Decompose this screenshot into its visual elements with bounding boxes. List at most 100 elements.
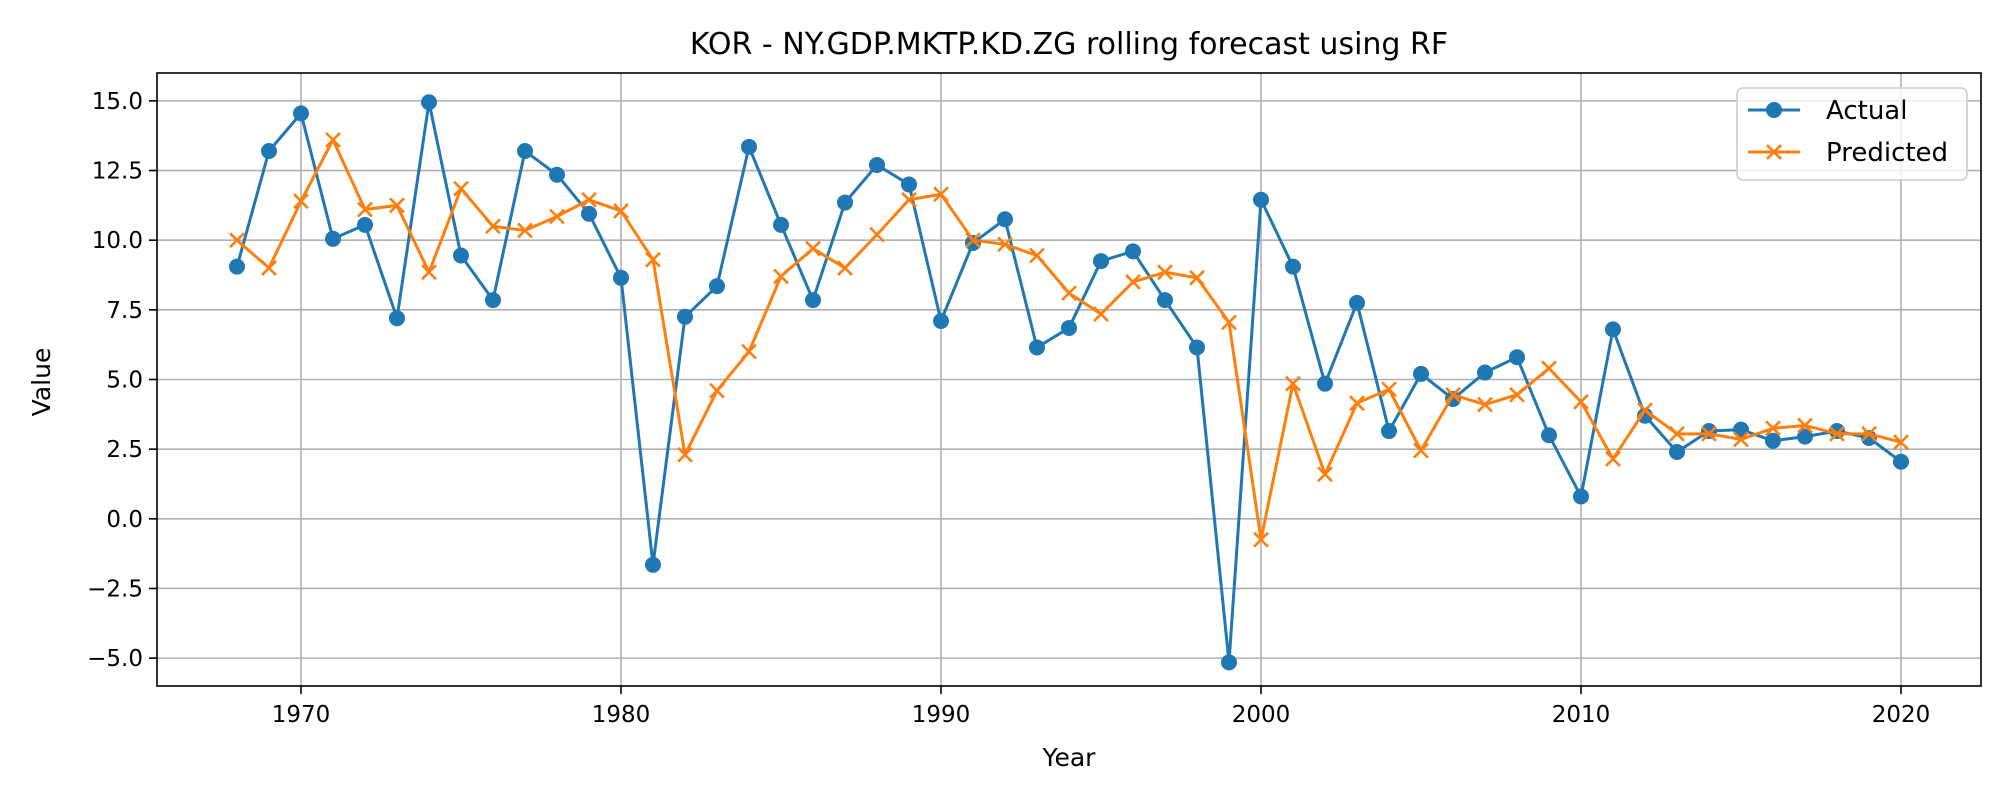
legend-label-actual: Actual xyxy=(1826,96,1907,126)
data-point-actual xyxy=(1317,375,1333,392)
data-point-actual xyxy=(581,205,597,222)
data-point-predicted xyxy=(1829,425,1845,442)
data-point-actual xyxy=(1605,321,1621,338)
series-layer xyxy=(229,94,1909,671)
y-tick-label: 7.5 xyxy=(106,298,143,324)
data-point-actual xyxy=(1765,432,1781,449)
data-point-predicted xyxy=(1701,425,1717,442)
data-point-actual xyxy=(901,176,917,193)
data-point-actual xyxy=(485,292,501,309)
data-point-actual xyxy=(549,166,565,183)
data-point-actual xyxy=(1189,339,1205,356)
data-point-actual xyxy=(1893,453,1909,470)
data-point-predicted xyxy=(1061,285,1077,302)
data-point-predicted xyxy=(741,343,757,360)
data-point-predicted xyxy=(229,232,245,249)
y-tick-label: 2.5 xyxy=(106,437,143,463)
data-point-predicted xyxy=(869,226,885,243)
data-point-predicted xyxy=(1317,466,1333,483)
legend-label-predicted: Predicted xyxy=(1826,138,1948,168)
data-point-predicted xyxy=(517,222,533,239)
data-point-actual xyxy=(325,230,341,247)
data-point-predicted xyxy=(453,180,469,197)
data-point-actual xyxy=(293,105,309,122)
data-point-predicted xyxy=(1125,274,1141,290)
data-point-actual xyxy=(1221,654,1237,671)
x-tick-label: 1980 xyxy=(592,702,651,728)
data-point-actual xyxy=(261,143,277,160)
y-tick-label: 15.0 xyxy=(92,89,143,115)
data-point-predicted xyxy=(1637,402,1653,419)
data-point-predicted xyxy=(389,197,405,214)
data-point-predicted xyxy=(1285,375,1301,392)
data-point-predicted xyxy=(1445,386,1461,403)
data-point-predicted xyxy=(773,268,789,285)
y-tick-label: 0.0 xyxy=(106,507,143,533)
data-point-actual xyxy=(773,216,789,233)
data-point-predicted xyxy=(1029,247,1045,264)
data-point-actual xyxy=(1797,428,1813,445)
data-point-predicted xyxy=(1541,360,1557,377)
data-point-predicted xyxy=(1189,269,1205,286)
data-point-predicted xyxy=(1093,306,1109,322)
legend-marker-actual xyxy=(1766,102,1782,118)
data-point-actual xyxy=(517,143,533,160)
data-point-actual xyxy=(357,216,373,233)
x-axis-label: Year xyxy=(1042,743,1097,772)
data-point-actual xyxy=(421,94,437,111)
data-point-actual xyxy=(1125,243,1141,260)
data-point-actual xyxy=(1413,365,1429,382)
data-point-predicted xyxy=(1605,450,1621,467)
chart-title: KOR - NY.GDP.MKTP.KD.ZG rolling forecast… xyxy=(690,27,1448,62)
data-point-actual xyxy=(1669,443,1685,460)
data-point-predicted xyxy=(1765,420,1781,437)
y-tick-label: 12.5 xyxy=(92,159,143,185)
data-point-predicted xyxy=(1893,434,1909,451)
data-point-actual xyxy=(837,194,853,211)
data-point-actual xyxy=(1509,349,1525,366)
data-point-predicted xyxy=(549,208,565,225)
data-point-predicted xyxy=(613,203,629,219)
data-point-predicted xyxy=(1733,431,1749,448)
data-point-actual xyxy=(1157,292,1173,309)
data-point-predicted xyxy=(485,218,501,235)
data-point-actual xyxy=(933,312,949,329)
data-point-predicted xyxy=(581,191,597,208)
data-point-actual xyxy=(453,247,469,264)
data-point-predicted xyxy=(1477,396,1493,413)
data-point-actual xyxy=(1381,423,1397,440)
x-tick-label: 2000 xyxy=(1232,702,1291,728)
data-point-predicted xyxy=(1349,395,1365,412)
data-point-actual xyxy=(1029,339,1045,356)
data-point-predicted xyxy=(261,260,277,276)
data-point-actual xyxy=(1253,191,1269,208)
data-point-actual xyxy=(645,556,661,573)
data-point-predicted xyxy=(677,446,693,463)
data-point-predicted xyxy=(837,260,853,276)
x-tick-label: 2010 xyxy=(1552,702,1611,728)
data-point-predicted xyxy=(933,186,949,203)
legend: Actual Predicted xyxy=(1736,87,1968,181)
data-point-actual xyxy=(1285,258,1301,275)
data-point-actual xyxy=(709,278,725,295)
data-point-actual xyxy=(1093,253,1109,270)
y-tick-label: 10.0 xyxy=(92,228,143,254)
data-point-actual xyxy=(389,310,405,327)
data-point-actual xyxy=(229,258,245,275)
data-point-predicted xyxy=(901,191,917,208)
data-point-predicted xyxy=(1381,381,1397,398)
data-point-predicted xyxy=(805,240,821,257)
data-point-predicted xyxy=(1797,417,1813,434)
y-axis-label: Value xyxy=(27,348,56,417)
data-point-predicted xyxy=(997,236,1013,253)
data-point-actual xyxy=(741,138,757,155)
data-point-predicted xyxy=(357,201,373,218)
y-tick-label: −2.5 xyxy=(87,576,143,602)
x-tick-label: 1970 xyxy=(272,702,331,728)
y-tick-label: 5.0 xyxy=(106,368,143,394)
legend-marker-predicted xyxy=(1766,144,1782,160)
data-point-predicted xyxy=(1221,314,1237,331)
axis-ticks: 1970 1980 1990 2000 2010 2020 −5.0 −2.5 0.0 2.5 5.… xyxy=(87,89,1930,728)
